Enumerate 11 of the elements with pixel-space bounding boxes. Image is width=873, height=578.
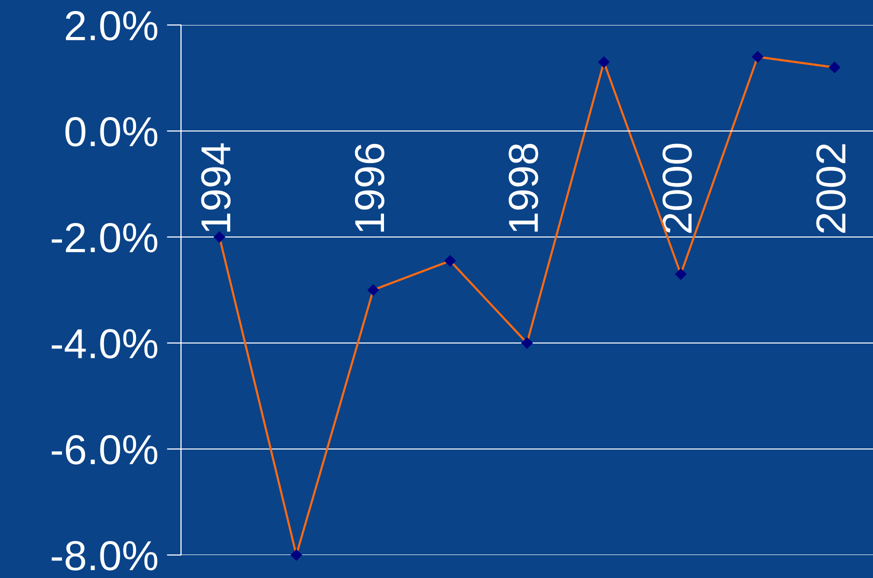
y-tick-label: -2.0% <box>52 223 158 253</box>
x-tick-label: 1994 <box>201 143 231 232</box>
x-tick-label: 1996 <box>354 144 384 232</box>
y-tick-label: -6.0% <box>52 435 158 465</box>
x-tick-label: 2002 <box>816 144 846 233</box>
y-tick-label: 2.0% <box>66 11 158 41</box>
x-tick-label: 2000 <box>662 144 692 233</box>
x-tick-label: 1998 <box>508 144 538 232</box>
y-tick-label: -8.0% <box>52 541 158 571</box>
y-tick-label: 0.0% <box>65 117 158 147</box>
y-tick-label: -4.0% <box>52 329 158 359</box>
